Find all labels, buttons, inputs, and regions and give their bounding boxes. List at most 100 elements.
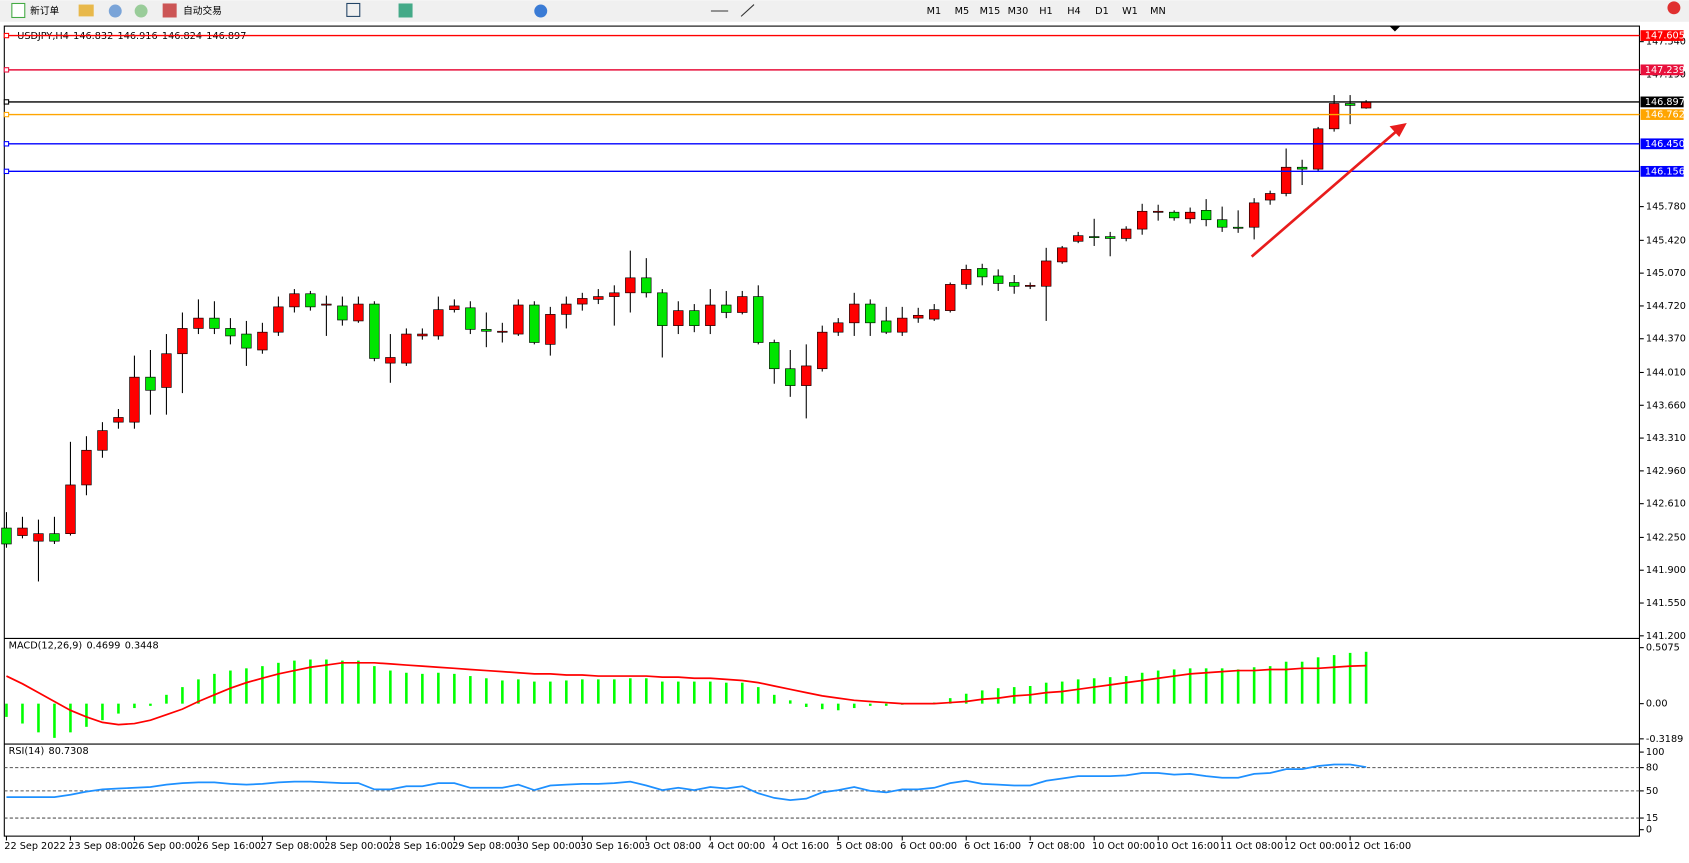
macd-bar	[996, 688, 1000, 704]
shift-marker	[1389, 26, 1401, 32]
x-tick-label: 30 Sep 16:00	[580, 841, 645, 852]
timeframe-button[interactable]: M15	[980, 6, 1001, 17]
y-tick-label: 145.780	[1646, 202, 1686, 213]
timeframe-button[interactable]: M30	[1008, 6, 1029, 17]
panel-header: RSI(14) 80.7308	[9, 746, 89, 757]
header-value: 0.4699	[87, 640, 121, 651]
arrow	[1250, 130, 1397, 258]
macd-bar	[1284, 661, 1288, 704]
macd-bar	[1252, 667, 1256, 704]
candle-body	[1248, 202, 1260, 228]
icon[interactable]	[398, 3, 413, 18]
y-tick-label: 100	[1646, 747, 1665, 758]
candle-body	[145, 376, 156, 391]
macd-bar	[884, 703, 888, 706]
level-label-box	[1640, 165, 1684, 177]
level-handle	[3, 99, 10, 105]
indicator-line	[6, 763, 1367, 802]
toolbar-text: 新订单 自动交易 M1 M5 M15 M30 H1 H4 D1 W1 MN	[30, 4, 1166, 17]
level-handle	[3, 141, 10, 147]
candle-body	[865, 303, 876, 324]
macd-bar	[1332, 655, 1336, 704]
candle-body	[465, 307, 476, 330]
timeframe-button[interactable]: H4	[1067, 6, 1080, 17]
y-tick-label: 141.550	[1646, 598, 1686, 609]
icon[interactable]	[11, 2, 26, 19]
macd-bar	[724, 682, 728, 704]
candle-body	[273, 306, 284, 333]
timeframe-button[interactable]: M1	[927, 6, 942, 17]
level-label: 146.762	[1645, 110, 1685, 121]
level-label-box	[1640, 64, 1684, 76]
timeframe-button[interactable]: H1	[1039, 6, 1052, 17]
toolbar-button[interactable]: 新订单	[30, 4, 59, 17]
macd-bar	[485, 678, 488, 704]
timeframe-button[interactable]: MN	[1150, 6, 1166, 17]
icon[interactable]	[346, 2, 361, 17]
macd-bar	[1220, 668, 1224, 704]
y-tick-label: 0.5075	[1646, 643, 1680, 654]
candle-body	[225, 328, 236, 337]
timeframe-button[interactable]: D1	[1095, 6, 1109, 17]
candle-body	[49, 533, 60, 542]
icon[interactable]	[534, 4, 548, 18]
icon[interactable]	[134, 4, 148, 18]
candle-body	[641, 277, 652, 294]
candle-body	[1360, 101, 1372, 109]
macd-bar	[101, 703, 104, 721]
candle-body	[705, 304, 716, 326]
macd-bar	[1156, 670, 1160, 704]
macd-bar	[229, 670, 232, 704]
icon[interactable]	[162, 3, 177, 18]
candle-body	[113, 417, 124, 423]
macd-bar	[549, 681, 552, 704]
x-tick-label: 5 Oct 08:00	[836, 841, 893, 852]
header-value: 80.7308	[49, 746, 89, 757]
timeframe-button[interactable]: M5	[955, 6, 970, 17]
panel-header: USDJPY,H4 146.832 146.916 146.824 146.897	[17, 31, 246, 42]
x-tick-label: 26 Sep 16:00	[196, 841, 261, 852]
y-tick-label: 80	[1646, 763, 1658, 774]
macd-bar	[21, 703, 24, 724]
candle-body	[129, 376, 140, 423]
macd-bar	[964, 693, 968, 704]
macd-bar	[948, 698, 952, 704]
candle-body	[1200, 210, 1212, 221]
header-value: RSI(14)	[9, 746, 45, 757]
macd-bar	[692, 681, 696, 704]
macd-bar	[133, 703, 136, 709]
macd-bar	[165, 694, 168, 704]
x-tick-label: 3 Oct 08:00	[644, 841, 701, 852]
candle-body	[177, 328, 188, 355]
level-label-box	[1640, 30, 1684, 41]
macd-bar	[836, 703, 840, 711]
macd-bar	[565, 680, 568, 704]
candle-body	[913, 314, 924, 319]
timeframe-button[interactable]: W1	[1122, 6, 1138, 17]
candle-body	[849, 303, 860, 324]
toolbar-button[interactable]: 自动交易	[183, 4, 222, 17]
level-label: 146.156	[1645, 166, 1685, 177]
macd-bar	[1348, 652, 1352, 704]
icon[interactable]	[78, 4, 94, 17]
x-tick-label: 27 Sep 08:00	[260, 841, 325, 852]
candle-body	[257, 331, 268, 351]
icon[interactable]	[740, 4, 755, 17]
candle-body	[977, 268, 988, 278]
candle-body	[593, 296, 604, 300]
x-tick-label: 23 Sep 08:00	[68, 841, 133, 852]
macd-bar	[373, 666, 376, 704]
candle-body	[993, 275, 1004, 284]
level-label-box	[1640, 109, 1684, 120]
level-label-box	[1640, 96, 1684, 108]
y-tick-label: -0.3189	[1646, 734, 1683, 745]
icon[interactable]	[108, 4, 122, 18]
y-tick-label: 142.960	[1646, 466, 1686, 477]
candle-body	[433, 309, 444, 337]
x-tick-label: 6 Oct 16:00	[964, 841, 1021, 852]
macd-bar	[149, 703, 152, 706]
candle-body	[577, 298, 588, 305]
macd-bar	[85, 703, 88, 727]
notification[interactable]	[1667, 1, 1681, 15]
x-tick-label: 11 Oct 08:00	[1220, 841, 1283, 852]
